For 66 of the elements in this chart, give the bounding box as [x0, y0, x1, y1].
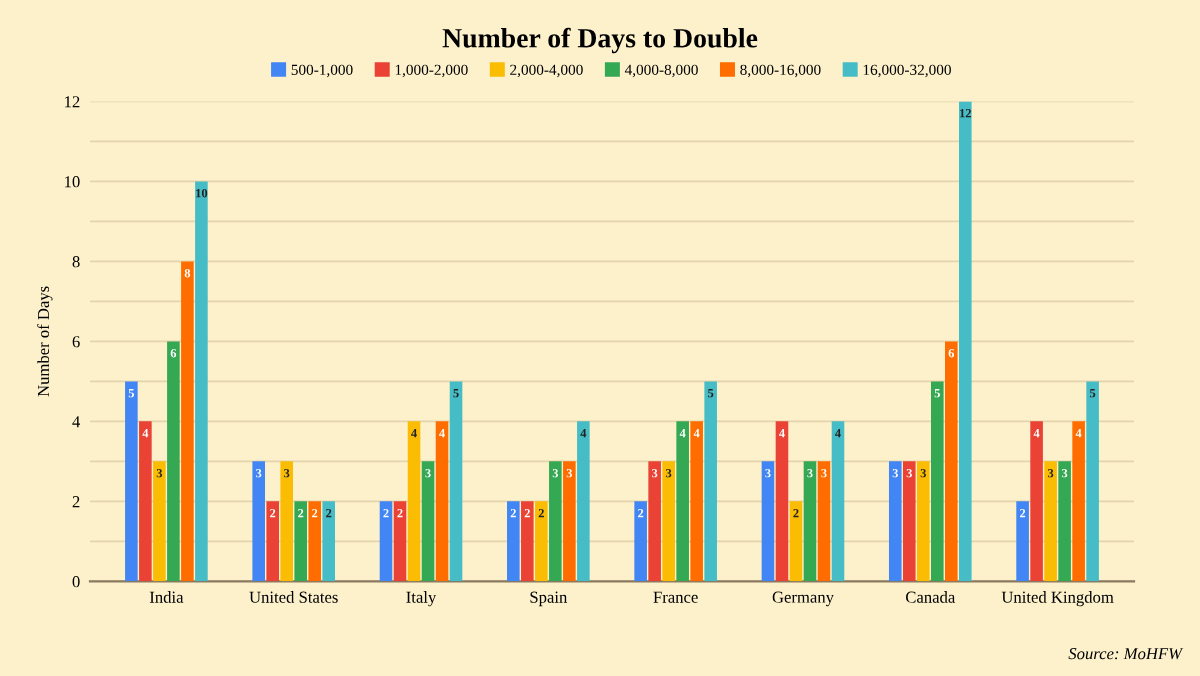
bar: [1016, 501, 1029, 582]
source-note: Source: MoHFW: [1068, 648, 1184, 660]
bar: [252, 461, 265, 582]
bar: [662, 461, 675, 582]
x-tick-label: Canada: [905, 591, 956, 603]
x-tick-label: Italy: [406, 591, 437, 607]
y-axis-title: Number of Days: [37, 286, 53, 397]
bar: [195, 181, 208, 582]
bar: [817, 461, 831, 582]
bar: [280, 461, 294, 582]
bar: [322, 501, 336, 582]
bar: [421, 461, 435, 582]
bar: [775, 421, 789, 582]
bar: [1072, 421, 1085, 582]
x-tick-label: France: [653, 591, 698, 603]
bar: [507, 501, 520, 582]
bar: [704, 381, 717, 582]
y-tick-label: 8: [72, 256, 80, 268]
bar: [888, 461, 902, 582]
bar: [1058, 461, 1071, 582]
bar: [407, 421, 421, 582]
bar: [831, 421, 845, 582]
bar: [563, 461, 576, 582]
x-tick-label: India: [149, 591, 184, 603]
y-tick-label: 6: [72, 336, 80, 348]
bar: [577, 421, 590, 582]
bar: [139, 421, 152, 582]
bar: [435, 421, 449, 582]
bar: [153, 461, 166, 582]
bar: [308, 501, 322, 582]
bar: [294, 501, 308, 582]
bar: [761, 461, 775, 582]
bar: [393, 501, 407, 582]
bar: [449, 381, 463, 582]
chart-title: Number of Days to Double: [442, 27, 758, 54]
bar: [1086, 381, 1099, 582]
y-tick-label: 10: [65, 176, 80, 188]
x-tick-label: Spain: [530, 591, 568, 607]
y-tick-label: 2: [72, 496, 80, 508]
bar: [902, 461, 916, 582]
bar: [167, 341, 180, 582]
x-tick-label: United States: [249, 591, 338, 603]
bar: [181, 261, 194, 582]
bar: [634, 501, 647, 582]
bar: [789, 501, 803, 582]
y-tick-label: 0: [72, 576, 80, 588]
x-tick-label: Germany: [772, 591, 834, 607]
bar: [125, 381, 138, 582]
bar: [803, 461, 817, 582]
bar: [535, 501, 548, 582]
bar: [266, 501, 279, 582]
bar: [945, 341, 958, 582]
bar: [379, 501, 393, 582]
bar: [1030, 421, 1043, 582]
bar: [959, 101, 972, 582]
bar: [676, 421, 689, 582]
bar: [690, 421, 703, 582]
x-tick-label: United Kingdom: [1001, 591, 1114, 607]
y-tick-label: 12: [65, 96, 80, 108]
bar: [930, 381, 944, 582]
bar: [648, 461, 661, 582]
bar: [521, 501, 534, 582]
bar: [549, 461, 562, 582]
y-tick-label: 4: [72, 416, 81, 428]
bar: [916, 461, 930, 582]
bar: [1044, 461, 1057, 582]
